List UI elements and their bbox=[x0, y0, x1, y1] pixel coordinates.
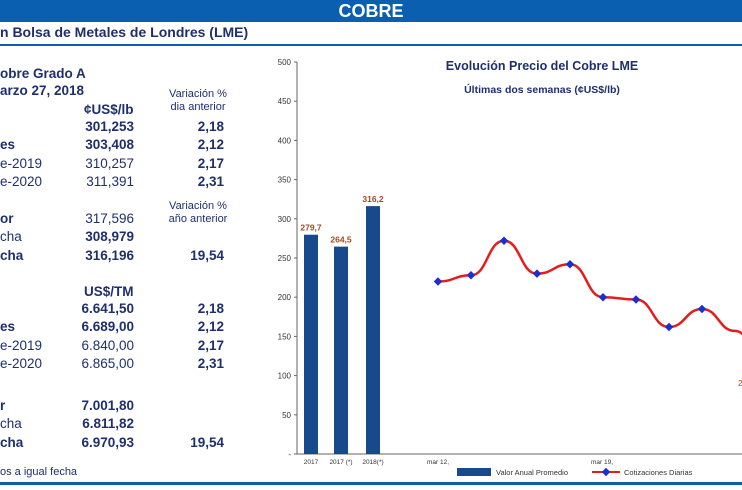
row-value: 6.811,82 bbox=[82, 416, 134, 432]
row-value: 301,253 bbox=[85, 119, 134, 134]
row-value: 310,257 bbox=[85, 155, 134, 171]
unit-label-tm: US$/TM bbox=[84, 284, 134, 299]
y-tick-label: 150 bbox=[278, 332, 292, 341]
row-label: cha bbox=[0, 229, 22, 245]
bar-value-label: 316,2 bbox=[362, 194, 384, 204]
table-heading: obre Grado A bbox=[0, 66, 86, 81]
chart-subtitle: Últimas dos semanas (¢US$/lb) bbox=[464, 83, 620, 96]
line-marker bbox=[631, 295, 641, 304]
x-tick-label: 2017 bbox=[304, 459, 319, 466]
x-date-label: mar 12, bbox=[427, 459, 449, 466]
bar bbox=[304, 234, 318, 454]
y-tick-label: 100 bbox=[278, 372, 292, 381]
row-label: es bbox=[0, 137, 16, 153]
row-label: e-2019 bbox=[0, 337, 43, 353]
row-label: e-2020 bbox=[0, 173, 43, 189]
daily-price-line bbox=[437, 239, 742, 336]
line-marker bbox=[598, 292, 608, 302]
y-tick-label: 450 bbox=[278, 97, 292, 106]
row-value: 6.970,93 bbox=[81, 434, 134, 450]
divider bbox=[0, 44, 742, 46]
legend-line-label: Cotizaciones Diarias bbox=[624, 468, 693, 477]
var-year-header: Variación % bbox=[169, 200, 227, 212]
line-marker bbox=[697, 304, 707, 314]
row-variation: 2,18 bbox=[197, 301, 224, 316]
var-year-header-2: año anterior bbox=[168, 213, 228, 225]
line-marker bbox=[664, 322, 674, 332]
row-variation: 19,54 bbox=[190, 247, 224, 263]
y-tick-label: 350 bbox=[278, 176, 292, 185]
row-label: cha bbox=[0, 247, 24, 263]
var-daily-header: Variación % bbox=[169, 88, 227, 100]
row-variation: 19,54 bbox=[190, 434, 224, 450]
footnote: os a igual fecha bbox=[0, 466, 78, 478]
chart-title: Evolución Precio del Cobre LME bbox=[446, 59, 638, 73]
bar-value-label: 279,7 bbox=[300, 223, 322, 233]
section-subtitle: n Bolsa de Metales de Londres (LME) bbox=[0, 24, 249, 40]
line-marker bbox=[565, 260, 575, 269]
table-date: arzo 27, 2018 bbox=[0, 83, 85, 98]
row-variation: 2,17 bbox=[197, 155, 224, 171]
row-label: e-2019 bbox=[0, 155, 43, 171]
row-label: e-2020 bbox=[0, 355, 43, 371]
y-tick-label: 200 bbox=[278, 293, 292, 302]
line-end-label: 20 bbox=[738, 378, 742, 388]
bar bbox=[366, 206, 380, 454]
line-marker bbox=[532, 269, 542, 278]
unit-label: ¢US$/lb bbox=[84, 102, 134, 117]
row-value: 6.689,00 bbox=[81, 319, 134, 335]
page-title: COBRE bbox=[0, 0, 742, 22]
y-tick-label: 400 bbox=[278, 136, 292, 145]
row-value: 303,408 bbox=[85, 137, 134, 153]
row-value: 316,196 bbox=[85, 247, 134, 263]
row-value: 6.865,00 bbox=[81, 355, 134, 371]
row-label: es bbox=[0, 319, 16, 335]
row-variation: 2,18 bbox=[197, 119, 224, 134]
row-value: 6.641,50 bbox=[81, 301, 134, 316]
y-tick-label: 50 bbox=[282, 411, 291, 420]
legend-line-marker bbox=[601, 467, 611, 477]
line-marker bbox=[433, 277, 443, 286]
row-value: 317,596 bbox=[85, 211, 134, 226]
bar-value-label: 264,5 bbox=[330, 235, 352, 245]
var-daily-header-2: dia anterior bbox=[170, 101, 226, 113]
x-date-label: mar 19, bbox=[591, 459, 613, 466]
x-tick-label: 2017 (*) bbox=[329, 459, 352, 466]
row-variation: 2,17 bbox=[197, 337, 224, 353]
row-variation: 2,12 bbox=[197, 137, 224, 153]
row-value: 6.840,00 bbox=[81, 337, 134, 353]
y-tick-label: 250 bbox=[278, 254, 292, 263]
row-label: r bbox=[0, 398, 6, 413]
bottom-divider bbox=[0, 482, 742, 485]
row-value: 7.001,80 bbox=[81, 398, 134, 413]
x-tick-label: 2018(*) bbox=[362, 459, 383, 466]
line-marker bbox=[499, 236, 509, 245]
row-label: cha bbox=[0, 416, 22, 432]
y-tick-label: - bbox=[288, 450, 291, 459]
legend-bar-swatch bbox=[457, 468, 491, 476]
row-variation: 2,12 bbox=[197, 319, 224, 335]
legend-bar-label: Valor Anual Promedio bbox=[496, 468, 568, 477]
line-marker bbox=[466, 271, 476, 280]
y-tick-label: 500 bbox=[278, 58, 292, 67]
row-label: or bbox=[0, 211, 14, 226]
row-label: cha bbox=[0, 434, 24, 450]
row-variation: 2,31 bbox=[197, 173, 224, 189]
bar bbox=[334, 246, 348, 454]
row-value: 308,979 bbox=[85, 229, 134, 245]
y-tick-label: 300 bbox=[278, 215, 292, 224]
copper-price-chart: - 50 100 150 200 250 300 350 400 450 500 Evolución … bbox=[278, 58, 742, 477]
row-variation: 2,31 bbox=[197, 355, 224, 371]
row-value: 311,391 bbox=[86, 173, 134, 189]
